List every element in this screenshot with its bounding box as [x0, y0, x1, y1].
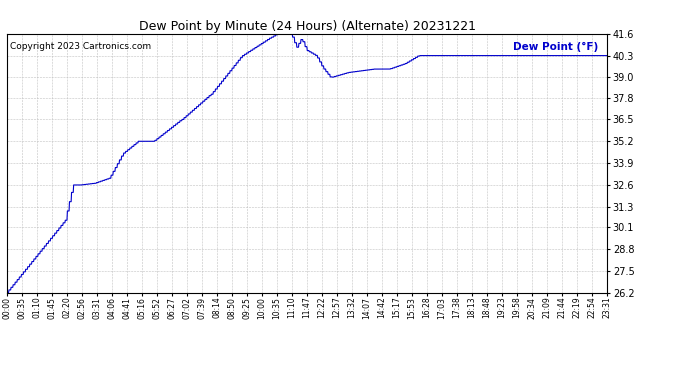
- Title: Dew Point by Minute (24 Hours) (Alternate) 20231221: Dew Point by Minute (24 Hours) (Alternat…: [139, 20, 475, 33]
- Text: Dew Point (°F): Dew Point (°F): [513, 42, 598, 52]
- Text: Copyright 2023 Cartronics.com: Copyright 2023 Cartronics.com: [10, 42, 151, 51]
